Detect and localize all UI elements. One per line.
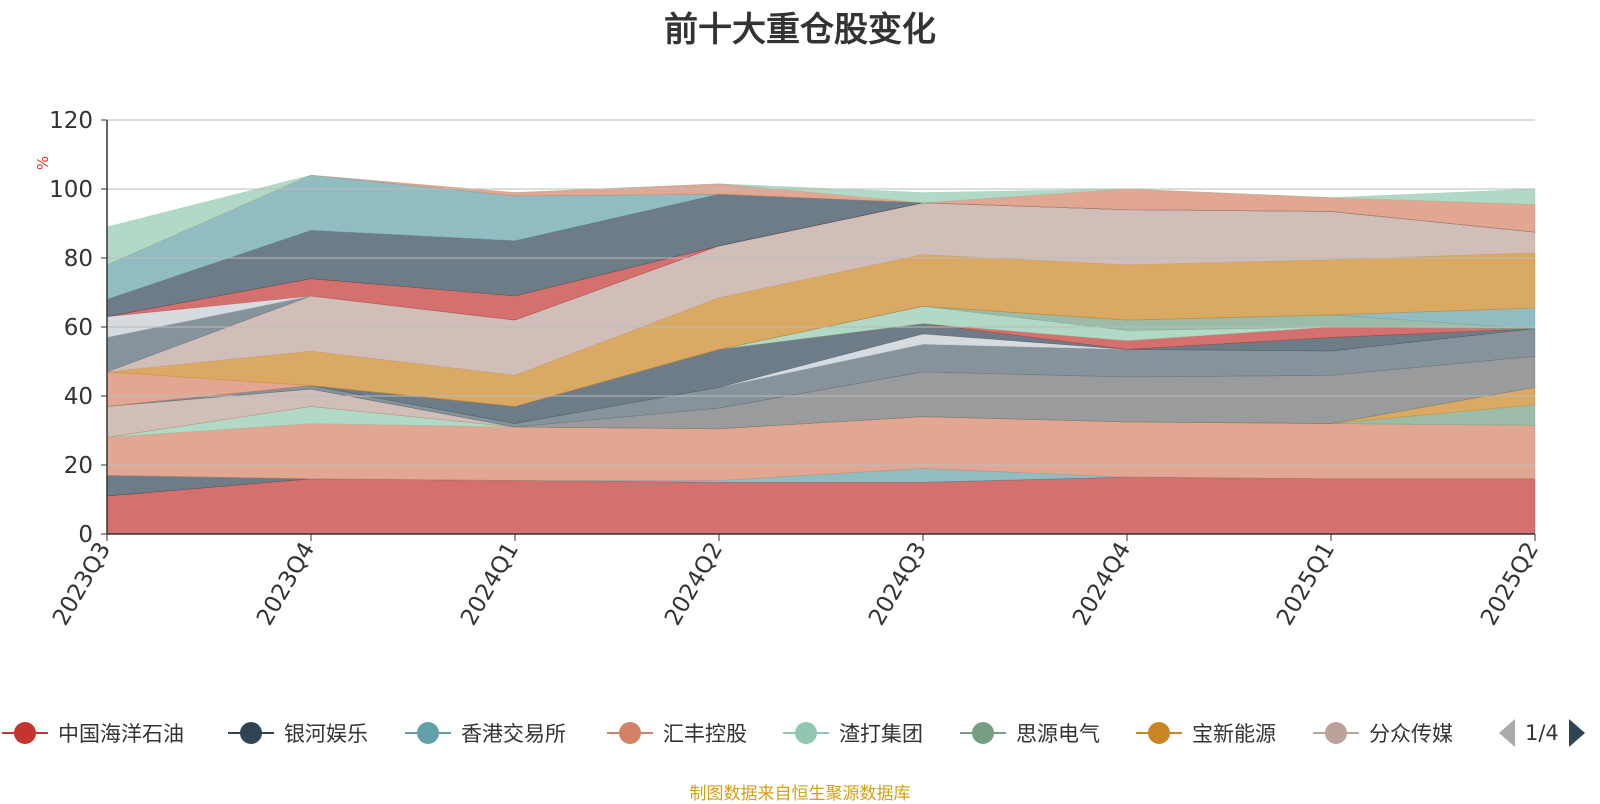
legend-marker-icon: [2, 722, 48, 744]
legend-item[interactable]: 分众传媒: [1311, 716, 1453, 750]
area-series-0: [106, 476, 1536, 535]
x-tick-label: 2024Q3: [864, 538, 932, 630]
data-source-note: 制图数据来自恒生聚源数据库: [689, 784, 911, 804]
y-tick-label: 0: [78, 522, 93, 548]
stacked-area-chart: 0 20 40 60 80 100 120 2023Q3 2023Q4 2024Q1 2024Q2 2…: [34, 108, 1544, 630]
legend-marker-icon: [607, 722, 653, 744]
legend-item[interactable]: 宝新能源: [1134, 716, 1276, 750]
x-tick-label: 2023Q4: [252, 538, 320, 630]
legend-item[interactable]: 银河娱乐: [226, 716, 368, 750]
chart-title: 前十大重仓股变化: [664, 10, 936, 50]
legend-label: 宝新能源: [1192, 722, 1276, 746]
y-tick-label: 60: [64, 315, 93, 341]
y-tick-label: 120: [49, 108, 93, 134]
area-series-3: [106, 416, 1536, 481]
area-layers: [106, 174, 1536, 535]
legend-marker-icon: [1313, 722, 1359, 744]
y-axis-label: %: [34, 156, 52, 170]
legend-label: 分众传媒: [1369, 722, 1453, 746]
legend-label: 汇丰控股: [663, 722, 747, 746]
legend-label: 香港交易所: [461, 722, 566, 746]
legend-item[interactable]: 汇丰控股: [605, 716, 747, 750]
legend-label: 中国海洋石油: [58, 722, 184, 746]
y-tick-label: 100: [49, 177, 93, 203]
legend-marker-icon: [405, 722, 451, 744]
legend: 中国海洋石油 银河娱乐 香港交易所 汇丰控股 渣打集团 思源电气 宝新能源 分众传媒: [0, 716, 1600, 750]
area-series-25: [106, 174, 1536, 266]
legend-marker-icon: [228, 722, 274, 744]
x-tick-label: 2024Q1: [456, 538, 524, 630]
legend-item[interactable]: 中国海洋石油: [0, 716, 184, 750]
x-tick-label: 2025Q1: [1272, 538, 1340, 630]
x-tick-label: 2025Q2: [1476, 538, 1544, 630]
legend-page-indicator: 1/4: [1525, 721, 1559, 745]
y-tick-label: 20: [64, 453, 93, 479]
legend-marker-icon: [1136, 722, 1182, 744]
x-tick-label: 2024Q2: [660, 538, 728, 630]
legend-label: 渣打集团: [839, 722, 923, 746]
grid-lines: [107, 119, 1535, 466]
y-tick-label: 80: [64, 246, 93, 272]
legend-item[interactable]: 香港交易所: [403, 716, 566, 750]
x-tick-label: 2024Q4: [1068, 538, 1136, 630]
legend-item[interactable]: 思源电气: [958, 716, 1100, 750]
y-tick-label: 40: [64, 384, 93, 410]
legend-label: 思源电气: [1016, 722, 1100, 746]
x-tick-label: 2023Q3: [48, 538, 116, 630]
legend-marker-icon: [960, 722, 1006, 744]
legend-prev-icon[interactable]: [1497, 718, 1517, 748]
legend-item[interactable]: 渣打集团: [781, 716, 923, 750]
legend-pager: 1/4: [1497, 716, 1587, 750]
legend-marker-icon: [783, 722, 829, 744]
legend-label: 银河娱乐: [284, 722, 368, 746]
legend-next-icon[interactable]: [1567, 718, 1587, 748]
